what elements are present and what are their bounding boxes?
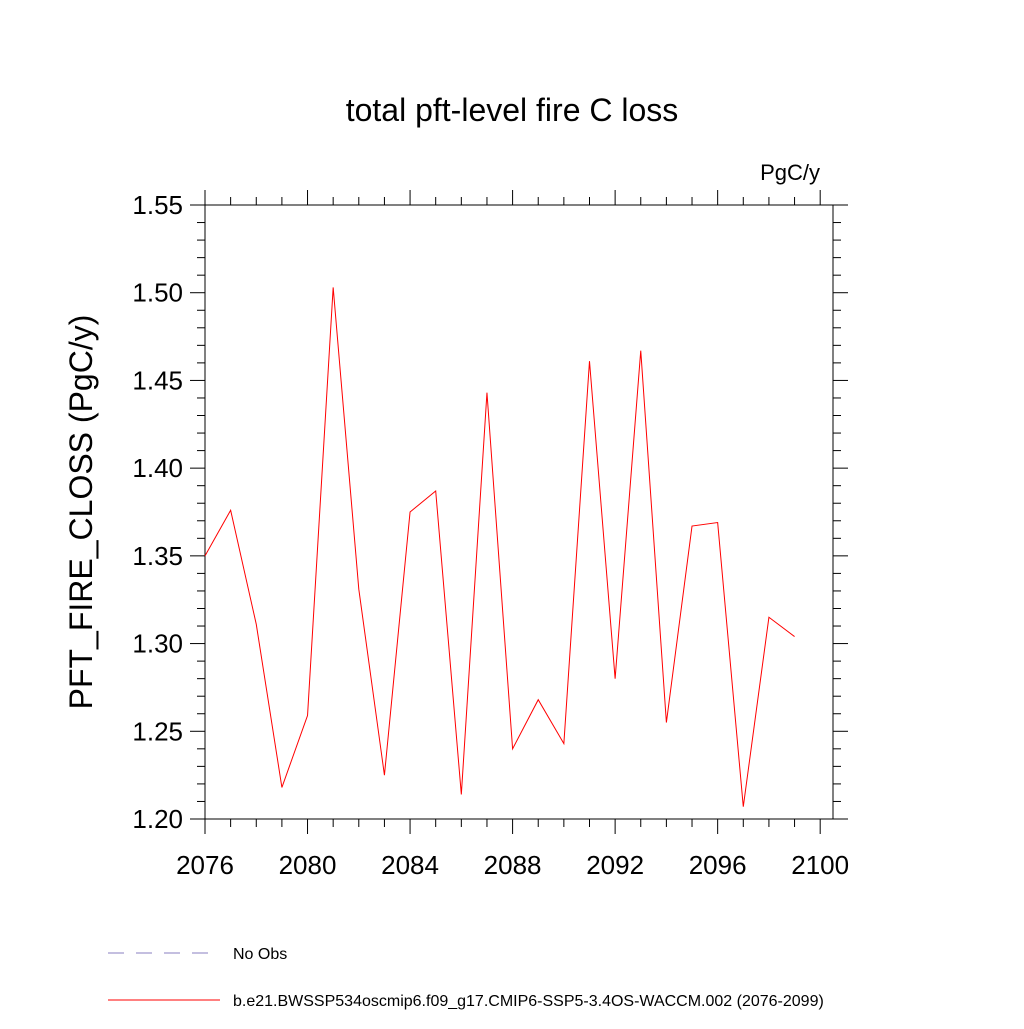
x-tick-label: 2092 <box>586 850 644 880</box>
y-tick-label: 1.20 <box>132 804 183 834</box>
plot-frame <box>204 204 834 820</box>
y-axis-label: PFT_FIRE_CLOSS (PgC/y) <box>63 315 99 710</box>
x-tick-label: 2096 <box>689 850 747 880</box>
chart-title: total pft-level fire C loss <box>346 92 679 128</box>
y-tick-label: 1.50 <box>132 278 183 308</box>
legend-label: b.e21.BWSSP534oscmip6.f09_g17.CMIP6-SSP5… <box>233 993 824 1010</box>
units-label: PgC/y <box>760 160 820 185</box>
y-tick-label: 1.35 <box>132 541 183 571</box>
y-tick-label: 1.40 <box>132 453 183 483</box>
y-tick-label: 1.25 <box>132 716 183 746</box>
y-tick-label: 1.55 <box>132 190 183 220</box>
y-tick-label: 1.45 <box>132 365 183 395</box>
data-line <box>204 287 795 807</box>
x-tick-label: 2088 <box>484 850 542 880</box>
legend-label: No Obs <box>233 946 287 963</box>
x-tick-label: 2080 <box>279 850 337 880</box>
y-tick-label: 1.30 <box>132 629 183 659</box>
x-tick-label: 2076 <box>176 850 234 880</box>
x-tick-label: 2100 <box>791 850 849 880</box>
x-tick-label: 2084 <box>381 850 439 880</box>
